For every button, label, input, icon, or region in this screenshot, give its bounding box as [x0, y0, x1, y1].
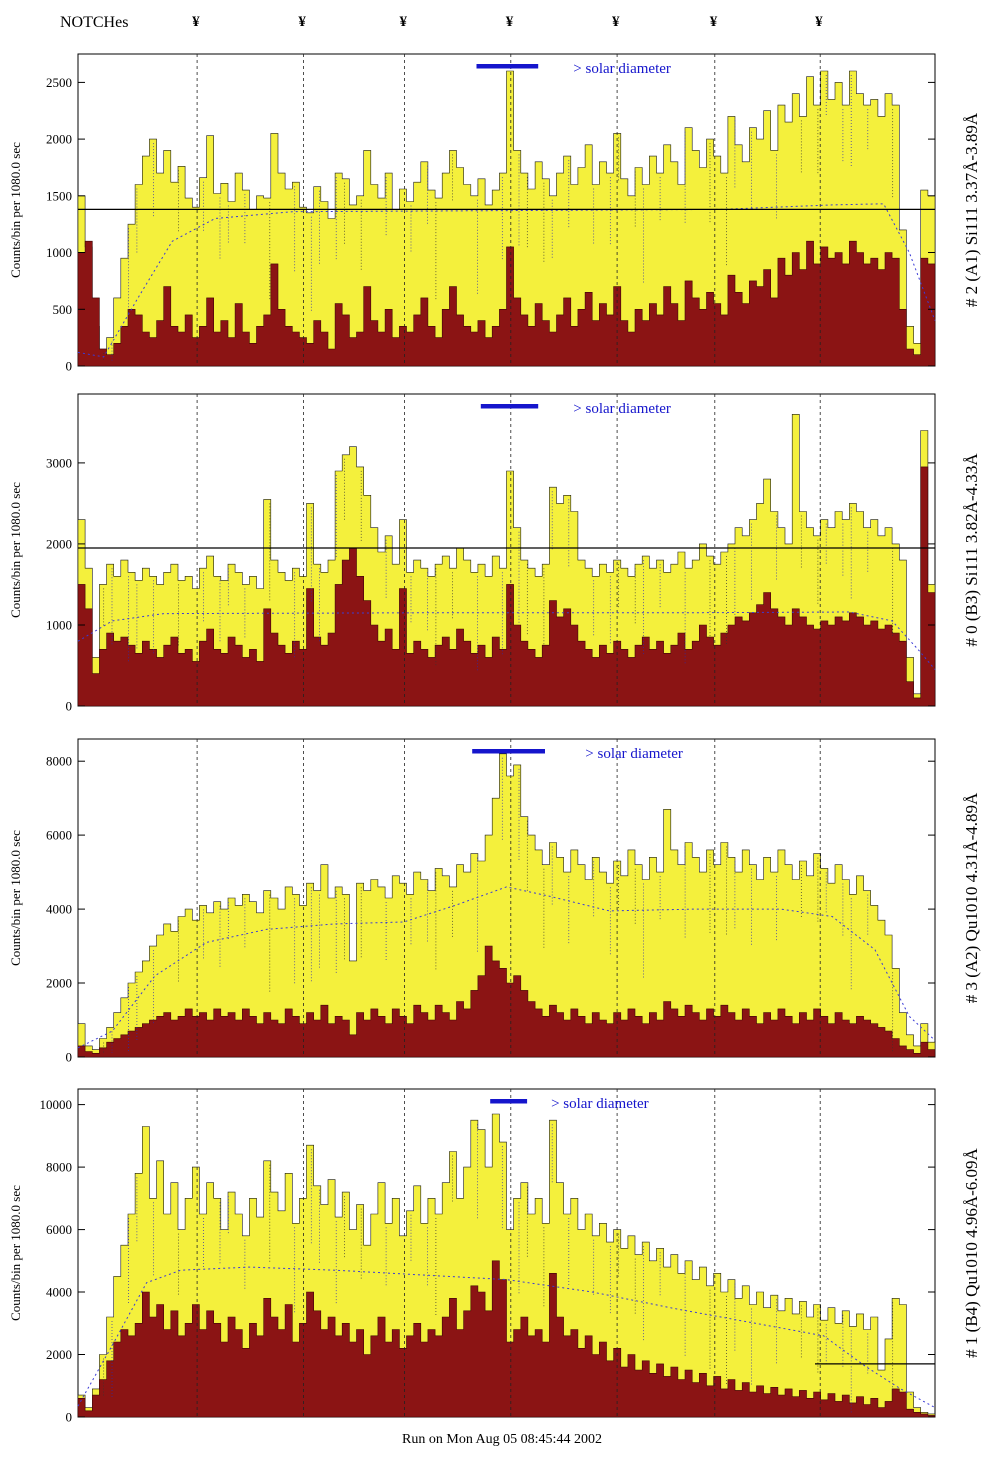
solar-diameter-label: > solar diameter: [551, 1096, 649, 1112]
y-tick-label: 500: [53, 302, 73, 317]
panel-right-label: # 3 (A2) Qu1010 4.31Å-4.89Å: [962, 792, 981, 1004]
y-axis-label: Counts/bin per 1080.0 sec: [8, 1185, 23, 1321]
y-tick-label: 1000: [46, 618, 72, 633]
y-tick-label: 2500: [46, 75, 72, 90]
panel-3-chart: 0 2000 4000 6000 8000 > solar diameter: [46, 738, 936, 1064]
y-tick-label: 2000: [46, 132, 72, 147]
y-tick-label: 2000: [46, 976, 72, 991]
solar-diameter-bar: [476, 64, 539, 69]
y-tick-label: 1500: [46, 188, 72, 203]
panel-3-qu1010: 0 2000 4000 6000 8000 > solar diameter Counts…: [0, 733, 1004, 1063]
y-axis-label: Counts/bin per 1080.0 sec: [8, 830, 23, 966]
trend-line: [77, 886, 936, 1049]
run-timestamp: Run on Mon Aug 05 08:45:44 2002: [402, 1432, 602, 1447]
histogram-background: [77, 466, 936, 707]
y-tick-label: 6000: [46, 1222, 72, 1237]
histogram-total: [77, 70, 936, 367]
histogram-background: [77, 1260, 936, 1418]
notch-symbol: ¥: [399, 14, 408, 30]
panel-2-si111: 0 1000 2000 3000 > solar diameter Counts/bin…: [0, 388, 1004, 712]
notch-symbol: ¥: [815, 14, 823, 30]
y-tick-label: 3000: [46, 455, 72, 470]
histogram-background: [77, 240, 936, 367]
solar-diameter-bar: [490, 1099, 528, 1104]
panel-1-chart: 0 500 1000 1500 2000 2500 > solar diameter: [46, 53, 936, 373]
panel-right-label: # 2 (A1) Si111 3.37Å-3.89Å: [962, 112, 981, 308]
panel-4-chart: 0 2000 4000 6000 8000 10000 > solar diameter: [40, 1088, 936, 1424]
histogram-total: [77, 753, 936, 1058]
solar-diameter-label: > solar diameter: [585, 746, 683, 762]
histogram-background: [77, 945, 936, 1058]
y-tick-label: 2000: [46, 1347, 72, 1362]
y-tick-label: 4000: [46, 902, 72, 917]
solar-diameter-label: > solar diameter: [573, 61, 671, 77]
trend-line: [77, 611, 936, 670]
panel-2-chart: 0 1000 2000 3000 > solar diameter: [46, 393, 936, 713]
y-tick-label: 4000: [46, 1285, 72, 1300]
y-tick-label: 1000: [46, 245, 72, 260]
y-axis-label: Counts/bin per 1080.0 sec: [8, 142, 23, 278]
notch-symbol: ¥: [298, 14, 306, 30]
y-tick-label: 10000: [40, 1097, 73, 1112]
trend-line: [77, 1266, 936, 1409]
notch-symbol: ¥: [709, 14, 718, 30]
notches-label: NOTCHes: [60, 14, 129, 31]
solar-diameter-bar: [480, 404, 539, 409]
panel-1-si111: 0 500 1000 1500 2000 2500 > solar diameter Cou…: [0, 48, 1004, 372]
y-tick-label: 2000: [46, 536, 72, 551]
y-tick-label: 0: [66, 699, 73, 713]
y-tick-label: 0: [66, 359, 73, 373]
y-tick-label: 0: [66, 1410, 73, 1424]
notches-header: NOTCHes ¥ ¥ ¥ ¥ ¥ ¥ ¥: [0, 12, 1004, 42]
notch-symbol: ¥: [505, 14, 514, 30]
y-tick-label: 8000: [46, 754, 72, 769]
solar-diameter-bar: [472, 749, 545, 754]
y-tick-label: 6000: [46, 828, 72, 843]
panel-right-label: # 0 (B3) Si111 3.82Å-4.33Å: [962, 453, 981, 647]
notch-symbol: ¥: [612, 14, 620, 30]
notch-symbol: ¥: [192, 14, 200, 30]
y-axis-label: Counts/bin per 1080.0 sec: [8, 482, 23, 618]
solar-diameter-label: > solar diameter: [573, 401, 671, 417]
panel-right-label: # 1 (B4) Qu1010 4.96Å-6.09Å: [962, 1148, 981, 1358]
y-tick-label: 0: [66, 1050, 73, 1064]
panel-4-qu1010: 0 2000 4000 6000 8000 10000 > solar diameter C…: [0, 1083, 1004, 1423]
y-tick-label: 8000: [46, 1160, 72, 1175]
